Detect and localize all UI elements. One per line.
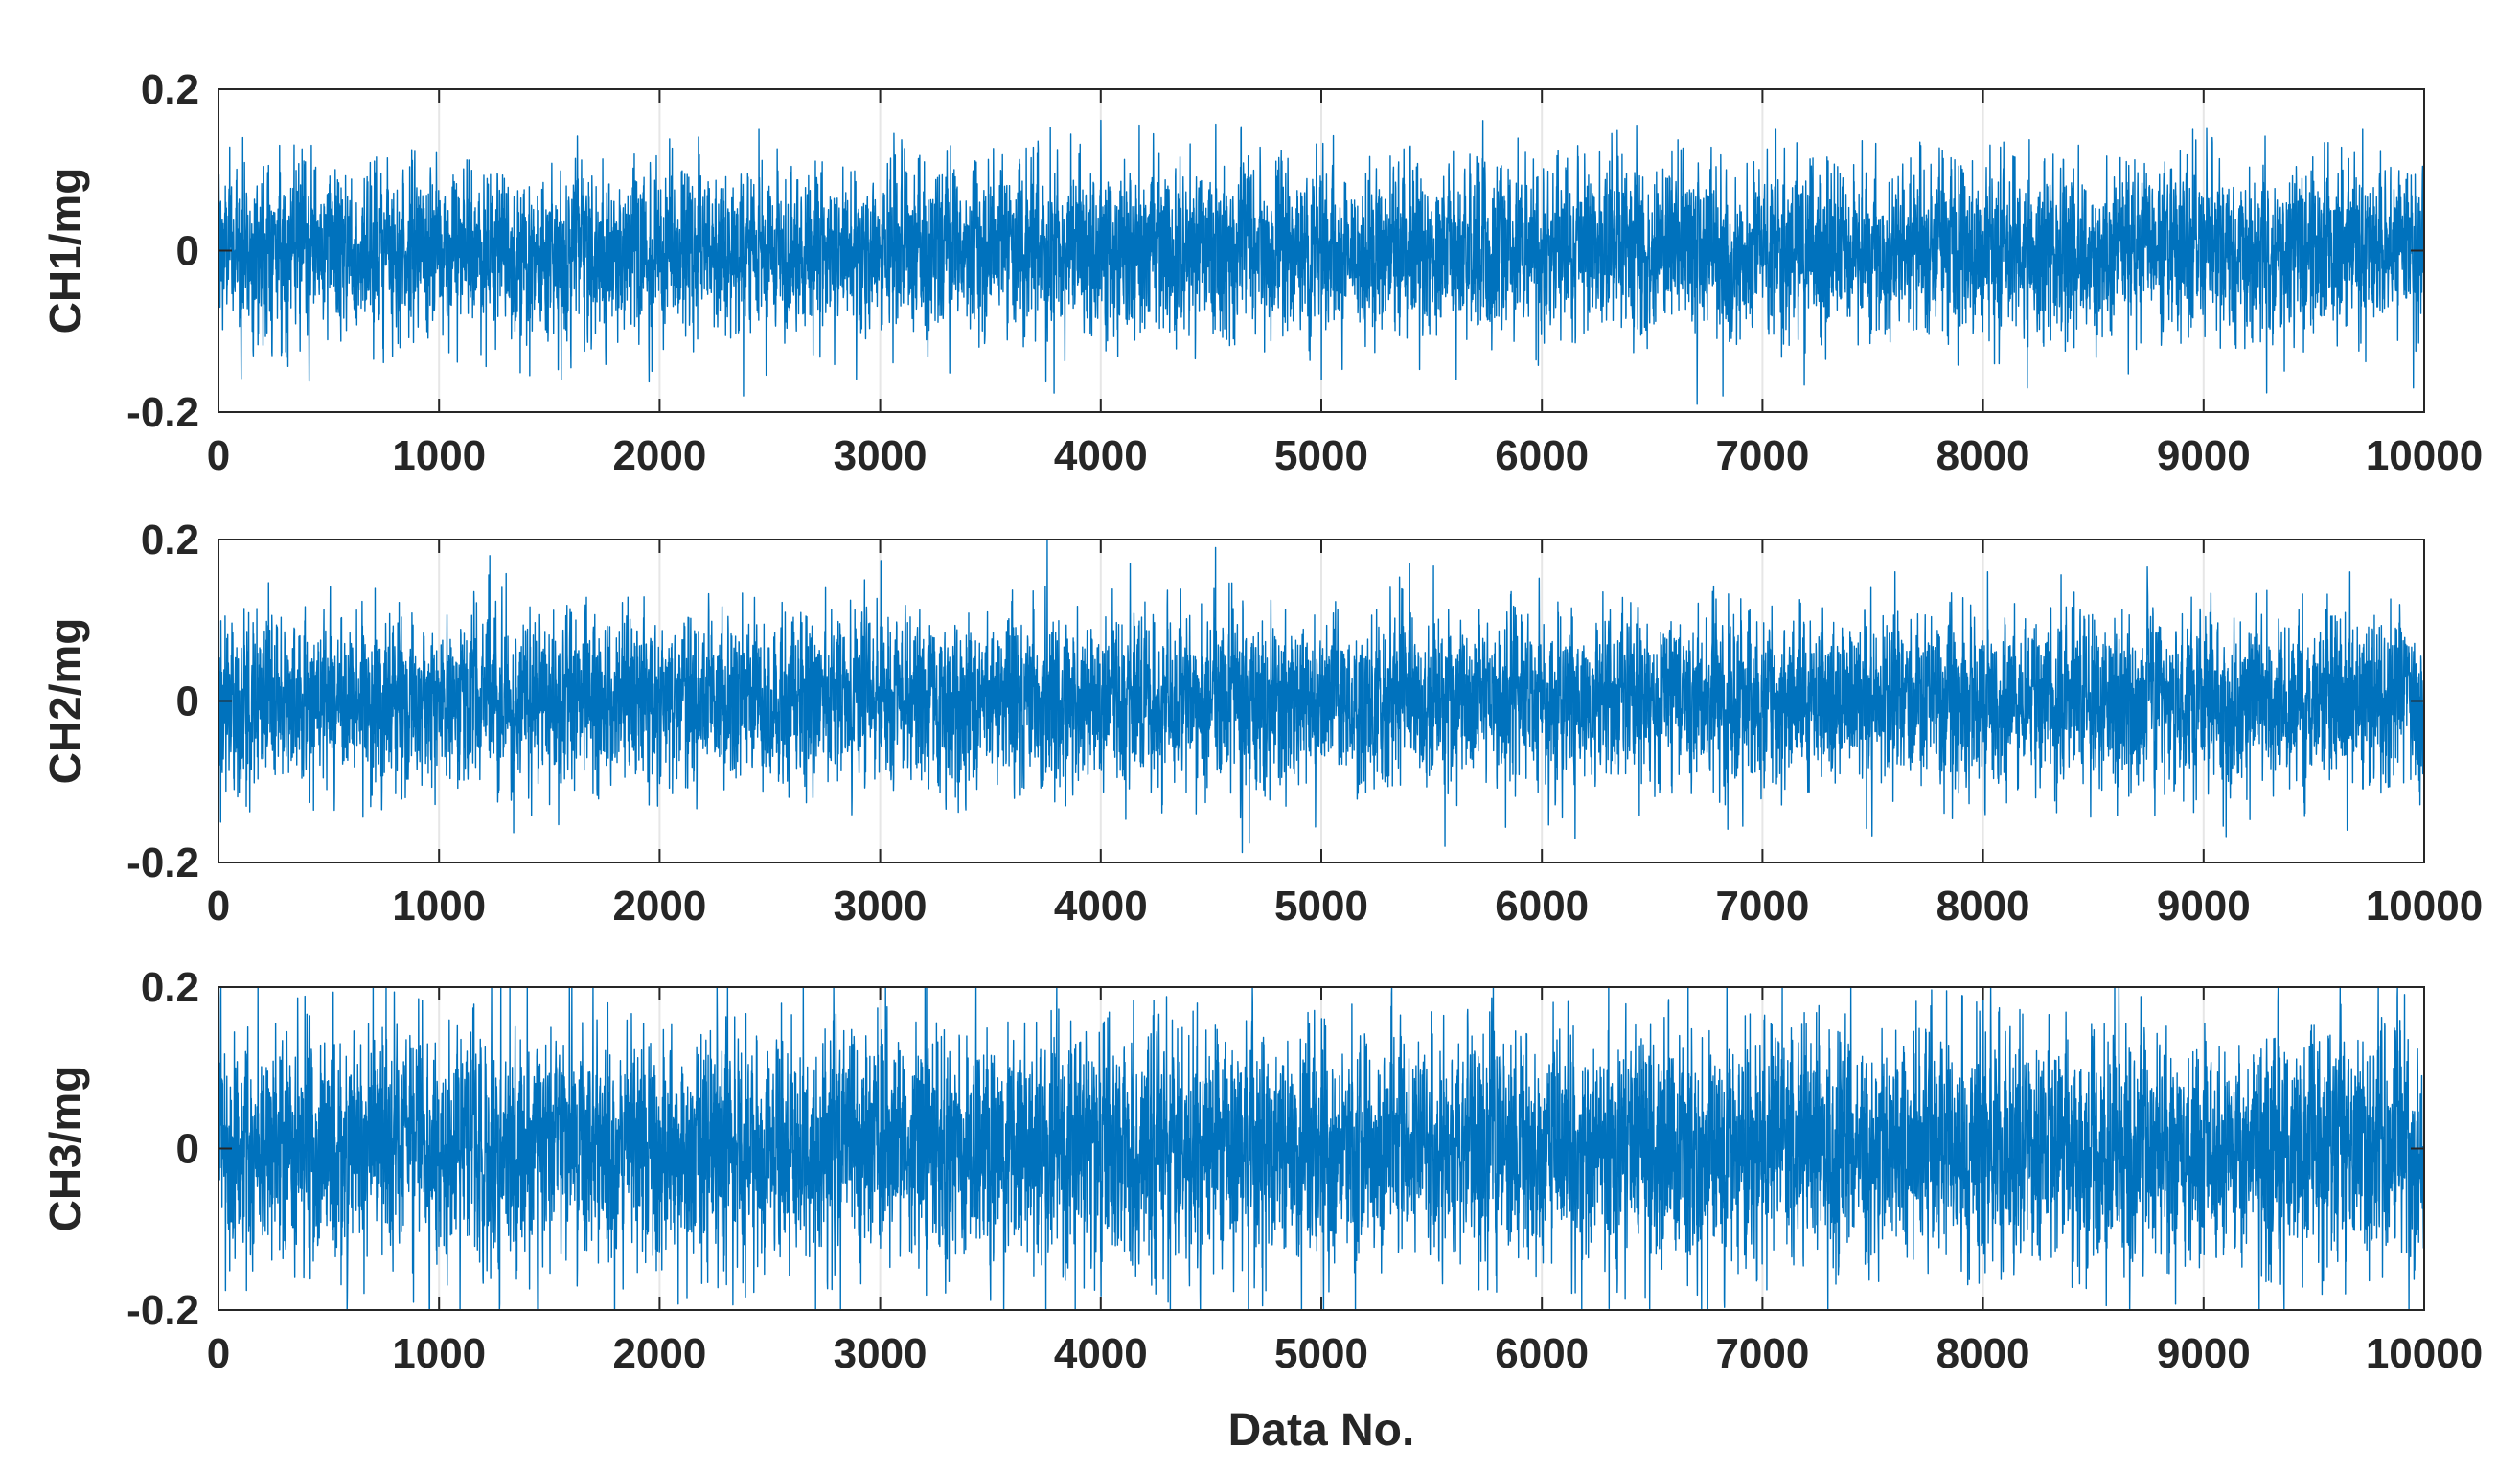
- xtick-label-6: 6000: [1495, 883, 1589, 930]
- xtick-label-9: 9000: [2157, 432, 2251, 479]
- xtick-label-4: 4000: [1054, 883, 1148, 930]
- panel-ch3: 0 1000 2000 3000 4000 5000 6000 7000 8000 9000 100…: [40, 964, 2483, 1377]
- xtick-label-2: 2000: [612, 432, 706, 479]
- xtick-label-6: 6000: [1495, 432, 1589, 479]
- series-line-ch3: [218, 986, 2425, 1311]
- xtick-label-4: 4000: [1054, 432, 1148, 479]
- x-axis-label: Data No.: [1228, 1405, 1415, 1456]
- xtick-label-4: 4000: [1054, 1330, 1148, 1377]
- xtick-label-8: 8000: [1936, 883, 2030, 930]
- y-axis-label-ch3: CH3/mg: [40, 1066, 90, 1232]
- y-axis-label-ch2: CH2/mg: [40, 618, 90, 785]
- xtick-label-10: 10000: [2366, 432, 2483, 479]
- xtick-label-0: 0: [207, 883, 230, 930]
- panel-ch1: 0 1000 2000 3000 4000 5000 6000 7000 8000 9000 100…: [40, 66, 2483, 479]
- xtick-label-1: 1000: [392, 1330, 486, 1377]
- xtick-label-9: 9000: [2157, 1330, 2251, 1377]
- xtick-label-9: 9000: [2157, 883, 2251, 930]
- xtick-label-1: 1000: [392, 883, 486, 930]
- ytick-label-1: 0: [176, 1126, 199, 1173]
- panels-group: 0 1000 2000 3000 4000 5000 6000 7000 8000 9000 100…: [40, 66, 2483, 1377]
- xtick-label-3: 3000: [834, 883, 928, 930]
- xtick-label-5: 5000: [1274, 883, 1368, 930]
- xtick-label-7: 7000: [1715, 883, 1809, 930]
- panel-ch2: 0 1000 2000 3000 4000 5000 6000 7000 8000 9000 100…: [40, 517, 2483, 930]
- ytick-label-1: 0: [176, 228, 199, 275]
- ytick-label-0: -0.2: [126, 1287, 199, 1334]
- xtick-label-7: 7000: [1715, 1330, 1809, 1377]
- xtick-label-7: 7000: [1715, 432, 1809, 479]
- xtick-label-0: 0: [207, 1330, 230, 1377]
- ytick-label-1: 0: [176, 678, 199, 725]
- xtick-label-10: 10000: [2366, 883, 2483, 930]
- ytick-label-2: 0.2: [141, 517, 199, 564]
- xtick-label-0: 0: [207, 432, 230, 479]
- ytick-label-0: -0.2: [126, 840, 199, 886]
- xtick-label-2: 2000: [612, 883, 706, 930]
- series-line-ch1: [218, 119, 2425, 405]
- xtick-label-10: 10000: [2366, 1330, 2483, 1377]
- xtick-label-5: 5000: [1274, 1330, 1368, 1377]
- xtick-label-5: 5000: [1274, 432, 1368, 479]
- xtick-label-2: 2000: [612, 1330, 706, 1377]
- xtick-label-3: 3000: [834, 1330, 928, 1377]
- xtick-label-8: 8000: [1936, 1330, 2030, 1377]
- xtick-label-1: 1000: [392, 432, 486, 479]
- series-line-ch2: [218, 539, 2425, 854]
- xtick-label-6: 6000: [1495, 1330, 1589, 1377]
- ytick-label-2: 0.2: [141, 66, 199, 113]
- xtick-label-3: 3000: [834, 432, 928, 479]
- y-axis-label-ch1: CH1/mg: [40, 168, 90, 334]
- ytick-label-2: 0.2: [141, 964, 199, 1011]
- xtick-label-8: 8000: [1936, 432, 2030, 479]
- ytick-label-0: -0.2: [126, 389, 199, 436]
